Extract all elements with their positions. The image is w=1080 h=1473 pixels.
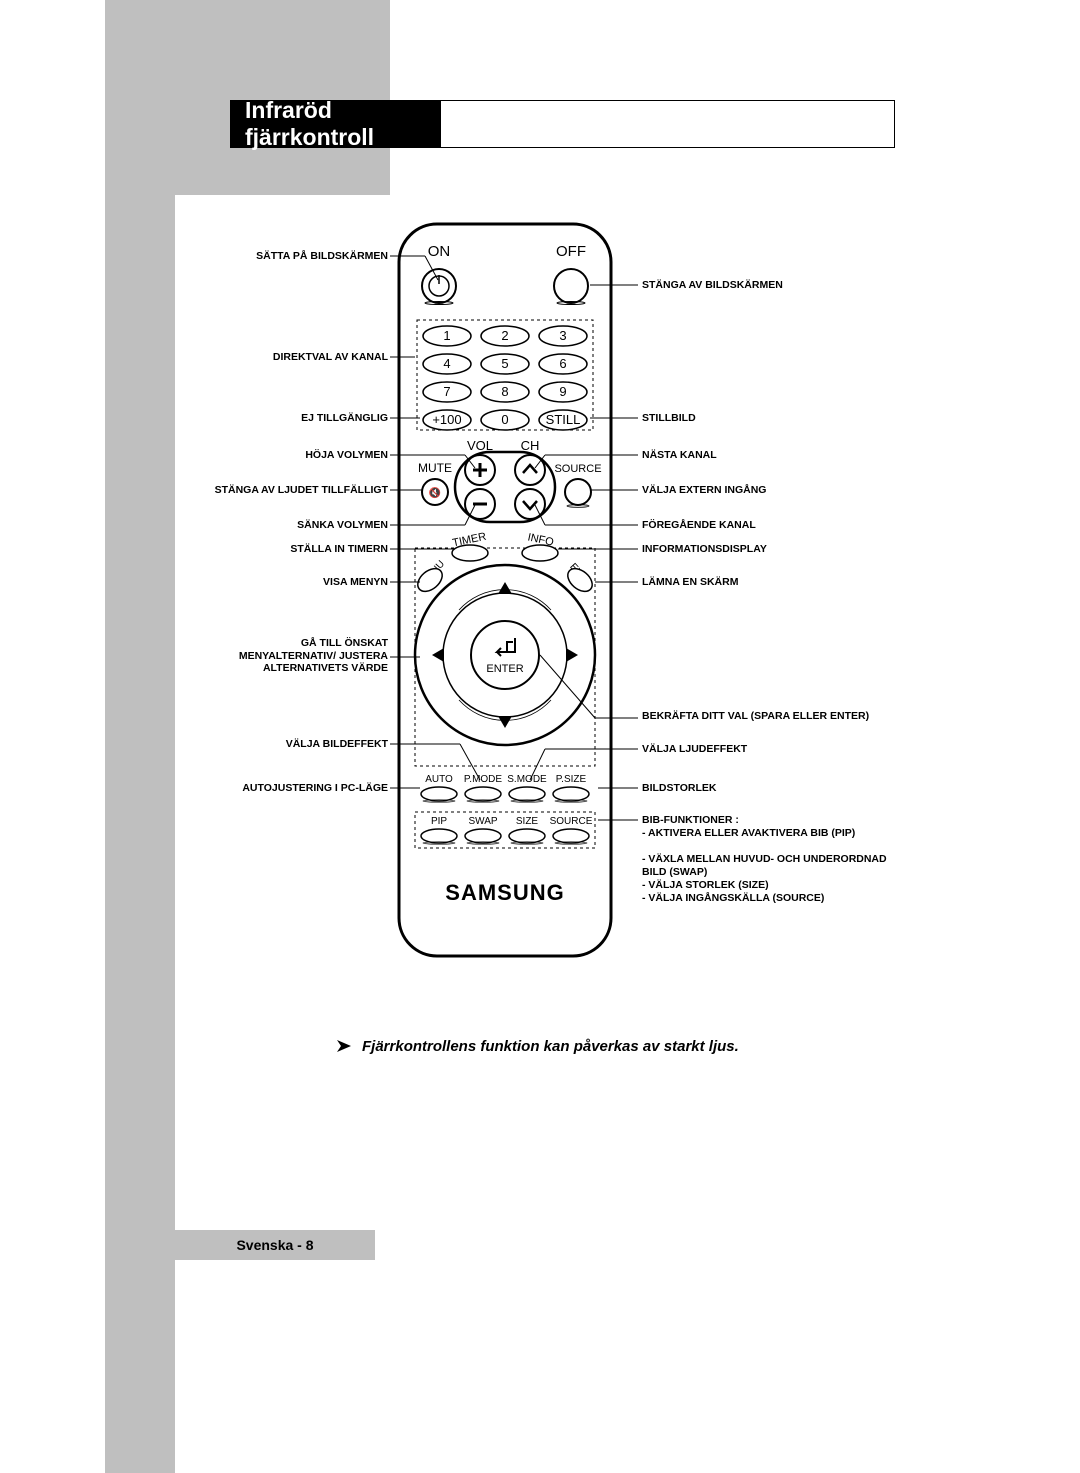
svg-text:🔇: 🔇	[429, 486, 441, 499]
label-bib-c: - VÄLJA STORLEK (SIZE)	[642, 879, 902, 892]
label-prev-ch: FÖREGÅENDE KANAL	[642, 519, 902, 532]
svg-text:6: 6	[559, 356, 566, 371]
label-vol-up: HÖJA VOLYMEN	[208, 449, 388, 462]
svg-text:S.MODE: S.MODE	[507, 774, 547, 785]
svg-text:P.MODE: P.MODE	[464, 774, 502, 785]
svg-text:9: 9	[559, 384, 566, 399]
label-mute: STÄNGA AV LJUDET TILLFÄLLIGT	[208, 484, 388, 497]
label-pmode: VÄLJA BILDEFFEKT	[208, 738, 388, 751]
svg-text:SIZE: SIZE	[516, 816, 539, 827]
svg-text:SOURCE: SOURCE	[550, 816, 593, 827]
off-label: OFF	[556, 243, 586, 260]
label-enter: BEKRÄFTA DITT VAL (SPARA ELLER ENTER)	[642, 710, 902, 723]
label-bib-b: - VÄXLA MELLAN HUVUD- OCH UNDERORDNAD BI…	[642, 853, 902, 879]
svg-text:5: 5	[501, 356, 508, 371]
svg-text:STILL: STILL	[546, 412, 581, 427]
label-power-on: SÄTTA PÅ BILDSKÄRMEN	[208, 250, 388, 263]
label-nav-adjust: GÅ TILL ÖNSKAT MENYALTERNATIV/ JUSTERA A…	[208, 637, 388, 675]
label-info: INFORMATIONSDISPLAY	[642, 543, 902, 556]
label-menu: VISA MENYN	[208, 576, 388, 589]
label-still: STILLBILD	[642, 412, 902, 425]
label-smode: VÄLJA LJUDEFFEKT	[642, 743, 902, 756]
label-exit: LÄMNA EN SKÄRM	[642, 576, 902, 589]
label-power-off: STÄNGA AV BILDSKÄRMEN	[642, 279, 902, 292]
svg-text:+100: +100	[432, 412, 461, 427]
svg-text:2: 2	[501, 328, 508, 343]
svg-text:AUTO: AUTO	[425, 774, 453, 785]
label-vol-down: SÄNKA VOLYMEN	[208, 519, 388, 532]
footnote-text: Fjärrkontrollens funktion kan påverkas a…	[362, 1038, 739, 1055]
label-next-ch: NÄSTA KANAL	[642, 449, 902, 462]
label-psize: BILDSTORLEK	[642, 782, 902, 795]
svg-text:4: 4	[443, 356, 450, 371]
svg-text:SAMSUNG: SAMSUNG	[445, 880, 564, 905]
footnote-arrow-icon	[335, 1036, 355, 1056]
svg-text:VOL: VOL	[467, 438, 493, 453]
power-on-button[interactable]	[422, 269, 456, 303]
power-off-button[interactable]	[554, 269, 588, 303]
remote-diagram: ON OFF 1 2 3 4 5 6 7 8 9 +100 0 STILL VO…	[395, 220, 615, 960]
svg-text:3: 3	[559, 328, 566, 343]
svg-text:0: 0	[501, 412, 508, 427]
svg-text:P.SIZE: P.SIZE	[556, 774, 587, 785]
label-bib-a: - AKTIVERA ELLER AVAKTIVERA BIB (PIP)	[642, 827, 902, 840]
svg-text:8: 8	[501, 384, 508, 399]
label-auto-pc: AUTOJUSTERING I PC-LÄGE	[208, 782, 388, 795]
svg-text:SWAP: SWAP	[468, 816, 497, 827]
page-title: Infraröd fjärrkontroll	[231, 101, 441, 147]
label-source: VÄLJA EXTERN INGÅNG	[642, 484, 902, 497]
label-not-available: EJ TILLGÄNGLIG	[208, 412, 388, 425]
on-label: ON	[428, 243, 451, 260]
svg-text:MUTE: MUTE	[418, 461, 452, 475]
svg-text:1: 1	[443, 328, 450, 343]
label-timer: STÄLLA IN TIMERN	[208, 543, 388, 556]
svg-text:PIP: PIP	[431, 816, 447, 827]
label-bib-title: BIB-FUNKTIONER :	[642, 814, 902, 827]
svg-text:7: 7	[443, 384, 450, 399]
svg-text:CH: CH	[521, 438, 540, 453]
svg-text:SOURCE: SOURCE	[554, 463, 601, 475]
page-footer: Svenska - 8	[175, 1230, 375, 1260]
left-gray-margin	[105, 0, 175, 1473]
label-bib-d: - VÄLJA INGÅNGSKÄLLA (SOURCE)	[642, 892, 902, 905]
svg-text:ENTER: ENTER	[486, 663, 523, 675]
label-direct-channel: DIREKTVAL AV KANAL	[208, 351, 388, 364]
